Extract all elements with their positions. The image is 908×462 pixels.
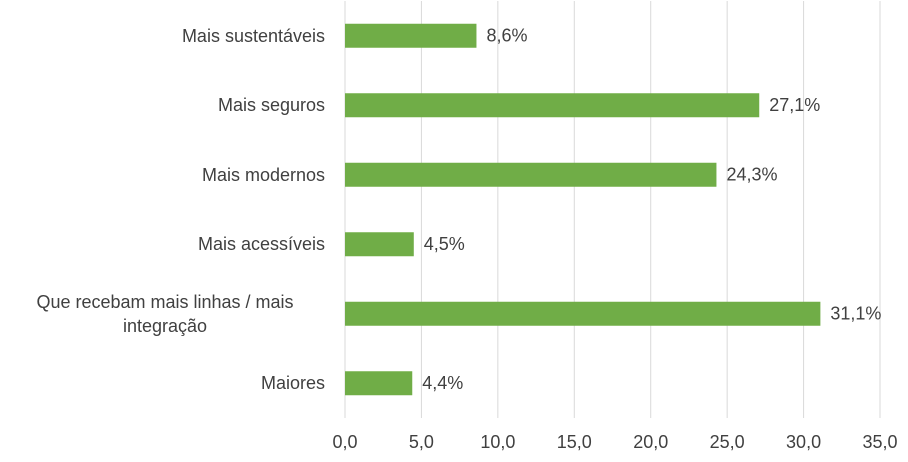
value-label: 27,1%	[769, 95, 820, 115]
bar	[345, 93, 760, 118]
value-label: 31,1%	[830, 304, 881, 324]
x-tick-label: 25,0	[710, 432, 745, 452]
value-label: 4,5%	[424, 234, 465, 254]
value-label: 4,4%	[422, 373, 463, 393]
y-tick-label: Mais acessíveis	[197, 234, 325, 255]
x-tick-label: 35,0	[862, 432, 897, 452]
y-tick-label: Mais seguros	[217, 95, 325, 116]
y-tick-label: Mais modernos	[201, 164, 325, 185]
bar	[345, 162, 717, 187]
bar	[345, 301, 821, 326]
x-tick-label: 0,0	[332, 432, 357, 452]
y-tick-label: Que recebam mais linhas / mais integraçã…	[36, 291, 294, 336]
value-label: 8,6%	[486, 26, 527, 46]
bar	[345, 232, 414, 257]
x-tick-label: 5,0	[409, 432, 434, 452]
y-tick-label: Maiores	[260, 373, 325, 394]
x-tick-label: 10,0	[480, 432, 515, 452]
bar	[345, 371, 413, 396]
value-label: 24,3%	[726, 165, 777, 185]
x-tick-label: 30,0	[786, 432, 821, 452]
bar	[345, 23, 477, 48]
x-tick-label: 20,0	[633, 432, 668, 452]
x-tick-label: 15,0	[557, 432, 592, 452]
y-tick-label: Mais sustentáveis	[181, 25, 325, 46]
